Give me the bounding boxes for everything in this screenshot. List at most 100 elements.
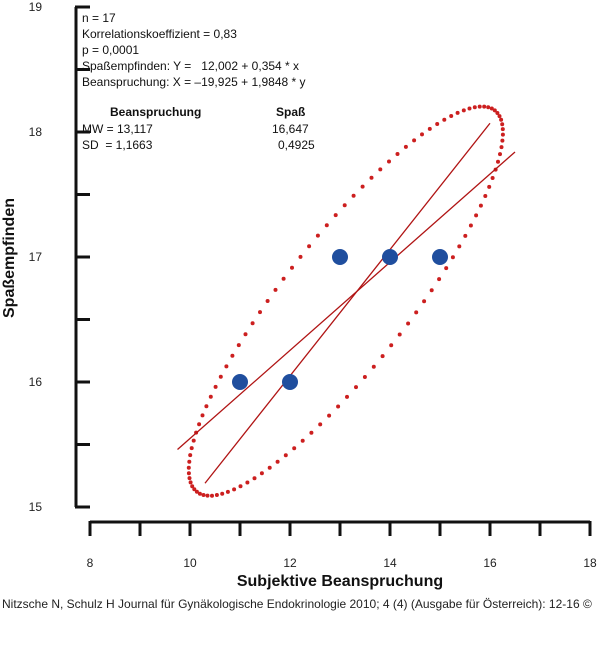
ellipse-dot (188, 453, 193, 458)
ellipse-dot (191, 438, 196, 443)
data-point (332, 249, 348, 265)
ellipse-dot (300, 438, 305, 443)
ellipse-dot (236, 343, 241, 348)
p-value-text: p = 0,0001 (82, 43, 140, 57)
ellipse-dot (395, 152, 400, 156)
ellipse-dot (224, 364, 229, 369)
x-tick-label: 12 (283, 556, 297, 570)
ellipse-dot (267, 465, 272, 470)
ellipse-dot (397, 332, 402, 337)
ellipse-dot (371, 364, 376, 369)
ellipse-dot (498, 152, 502, 157)
correlation-text: Korrelationskoeffizient = 0,83 (82, 27, 237, 41)
y-tick-label: 15 (29, 500, 43, 514)
ellipse-dot (490, 176, 495, 180)
ellipse-dot (457, 244, 462, 249)
ellipse-dot (362, 375, 367, 379)
ellipse-dot (387, 159, 391, 164)
ellipse-dot (315, 233, 320, 238)
ellipse-dot (186, 465, 191, 470)
ellipse-dot (213, 384, 218, 389)
x-tick-label: 14 (383, 556, 397, 570)
ellipse-dot (403, 144, 408, 149)
ellipse-dot (442, 117, 447, 122)
ellipse-dot (422, 299, 427, 304)
ellipse-dot (204, 404, 209, 409)
ellipse-dot (324, 223, 329, 228)
ellipse-dot (482, 104, 487, 109)
ellipse-dot (273, 287, 278, 292)
ellipse-dot (437, 277, 442, 282)
table-header-spass: Spaß (276, 105, 306, 119)
ellipse-dot (186, 471, 191, 476)
table-header-beanspruchung: Beanspruchung (110, 105, 202, 119)
ellipse-dot (468, 223, 473, 228)
ellipse-dot (345, 394, 349, 399)
x-tick-label: 16 (483, 556, 497, 570)
ellipse-dot (318, 422, 323, 427)
ellipse-dot (492, 108, 497, 113)
ellipse-dot (461, 108, 466, 113)
ellipse-dot (406, 321, 411, 326)
y-tick-label: 18 (29, 125, 43, 139)
y-tick-label: 16 (29, 375, 43, 389)
ellipse-dot (275, 459, 280, 464)
data-point (282, 374, 298, 390)
ellipse-dot (495, 111, 500, 115)
ellipse-dot (486, 105, 491, 110)
ellipse-dot (499, 117, 504, 122)
ellipse-dot (500, 122, 505, 127)
table-sd-value: 0,4925 (278, 138, 315, 152)
data-point (432, 249, 448, 265)
ellipse-dot (412, 138, 417, 143)
ellipse-dot (463, 233, 468, 238)
ellipse-dot (250, 321, 255, 326)
ellipse-dot (496, 159, 500, 164)
ellipse-dot (307, 244, 312, 249)
ellipse-dot (487, 184, 492, 189)
x-tick-label: 8 (87, 556, 94, 570)
ellipse-dot (354, 385, 358, 390)
ellipse-dot (499, 145, 504, 150)
y-tick-label: 17 (29, 250, 43, 264)
ellipse-dot (450, 255, 455, 260)
ellipse-dot (420, 132, 424, 137)
data-point (382, 249, 398, 265)
ellipse-dot (208, 394, 213, 399)
ellipse-dot (474, 213, 479, 218)
ellipse-dot (189, 446, 194, 451)
ellipse-dot (259, 471, 264, 476)
ellipse-dot (243, 332, 248, 337)
ellipse-dot (290, 265, 294, 270)
ellipse-dot (210, 493, 214, 498)
ellipse-dot (351, 193, 356, 198)
ellipse-dot (252, 476, 257, 481)
ellipse-dot (197, 422, 202, 427)
ellipse-dot (444, 266, 449, 271)
ellipse-dot (298, 254, 303, 259)
ellipse-dot (194, 489, 199, 494)
source-caption: Nitzsche N, Schulz H Journal für Gynäkol… (2, 597, 592, 611)
table-mean-label: MW = 13,117 (82, 122, 153, 136)
ellipse-dot (360, 184, 365, 189)
ellipse-dot (500, 138, 505, 143)
ellipse-dot (327, 413, 332, 418)
ellipse-dot (265, 299, 270, 303)
ellipse-dot (333, 213, 338, 218)
ellipse-dot (429, 288, 434, 293)
ellipse-dot (336, 404, 341, 409)
ellipse-dot (449, 114, 454, 118)
ellipse-dot (190, 484, 195, 489)
ellipse-dot (258, 310, 262, 315)
ellipse-dot (309, 430, 314, 435)
ellipse-dot (225, 489, 230, 494)
ellipse-dot (472, 105, 477, 110)
x-axis-title: Subjektive Beanspruchung (237, 573, 443, 590)
ellipse-dot (478, 203, 483, 208)
ellipse-dot (283, 453, 288, 458)
ellipse-dot (281, 276, 286, 281)
ellipse-dot (201, 493, 206, 497)
ellipse-dot (369, 175, 374, 180)
y-axis-title: Spaßempfinden (1, 198, 18, 318)
ellipse-dot (455, 110, 460, 115)
